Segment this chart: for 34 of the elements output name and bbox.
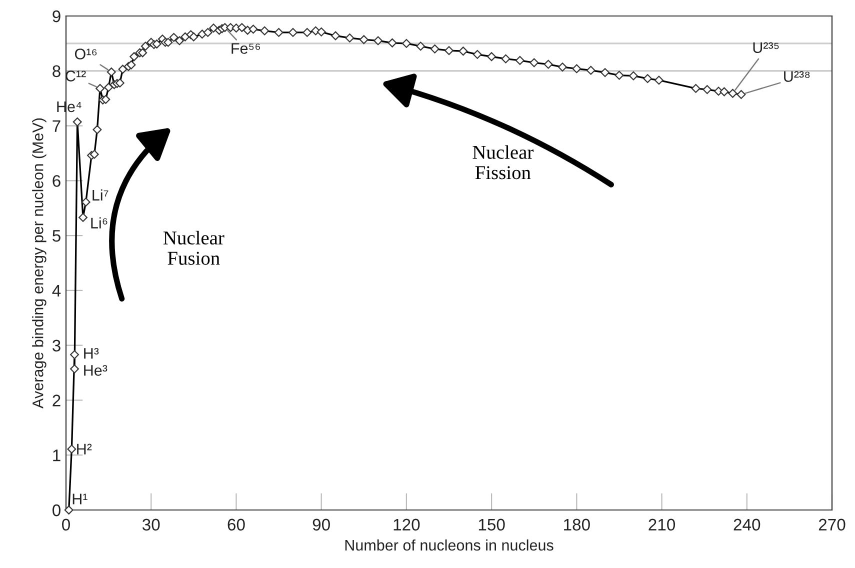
y-tick-label: 0 — [52, 504, 60, 516]
annotation: Fe⁵⁶ — [232, 43, 260, 54]
y-tick-label: 3 — [52, 340, 60, 352]
annotation: Nuclear Fission — [472, 145, 534, 180]
y-tick-label: 7 — [52, 120, 60, 132]
annotation: O¹⁶ — [74, 48, 97, 60]
x-tick-label: 90 — [312, 518, 330, 531]
x-tick-label: 30 — [142, 518, 160, 531]
x-tick-label: 60 — [228, 518, 245, 531]
annotation: Li⁷ — [92, 189, 108, 200]
x-tick-label: 120 — [394, 518, 420, 531]
x-axis-title: Number of nucleons in nucleus — [345, 539, 554, 551]
annotation: U²³⁵ — [753, 42, 779, 54]
annotation: H¹ — [72, 494, 88, 504]
annotation: Nuclear Fusion — [163, 230, 224, 265]
annotation: U²³⁸ — [784, 71, 810, 82]
annotation: H² — [77, 444, 92, 454]
x-tick-label: 270 — [818, 518, 846, 531]
y-tick-label: 1 — [53, 450, 60, 462]
y-tick-label: 2 — [52, 394, 60, 406]
y-tick-label: 6 — [52, 175, 60, 187]
annotation: H³ — [84, 348, 99, 359]
y-axis-title: Average binding energy per nucleon (MeV) — [32, 118, 46, 408]
x-tick-label: 150 — [478, 518, 505, 531]
y-tick-label: 9 — [52, 10, 60, 22]
x-tick-label: 0 — [62, 518, 70, 531]
y-tick-label: 8 — [52, 65, 60, 78]
x-tick-label: 180 — [564, 518, 590, 531]
y-tick-label: 5 — [52, 230, 60, 242]
annotation: He³ — [84, 365, 108, 376]
y-tick-label: 4 — [52, 285, 61, 296]
x-tick-label: 210 — [648, 518, 676, 531]
x-tick-label: 240 — [734, 518, 760, 531]
annotation: Li⁶ — [91, 217, 108, 228]
